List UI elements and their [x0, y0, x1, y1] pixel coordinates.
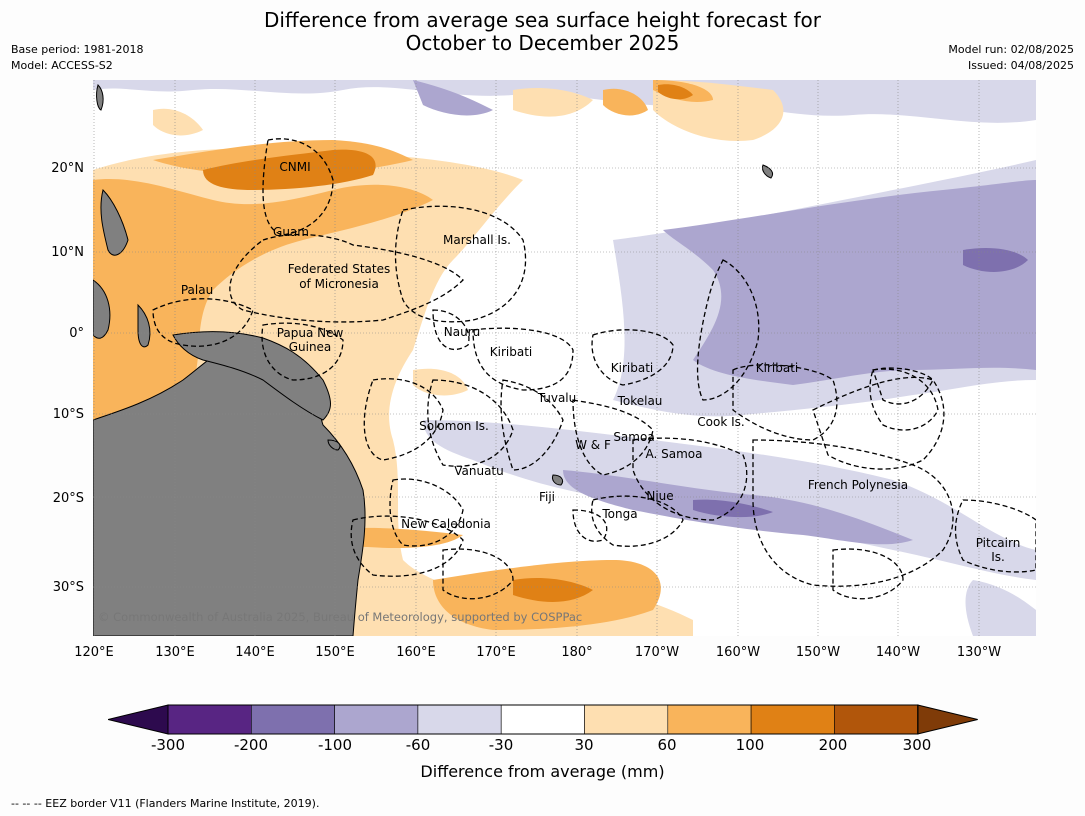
lon-label-160w: 160°W — [715, 645, 761, 660]
new-guinea-land — [172, 331, 331, 421]
colorbar-cell — [167, 704, 252, 735]
place-label-cook-is: Cook Is. — [697, 415, 744, 429]
place-label-american-samoa: A. Samoa — [646, 447, 703, 461]
colorbar-extend-high — [917, 704, 978, 735]
colorbar-cell — [500, 704, 585, 735]
colorbar-tick: -100 — [317, 736, 353, 754]
taiwan-land — [96, 84, 104, 111]
new-caledonia-land — [327, 439, 341, 451]
place-label-kiribati-central: Kiribati — [611, 361, 653, 375]
lat-label-20s: 20°S — [52, 491, 84, 506]
lon-label-150e: 150°E — [315, 645, 355, 660]
place-label-marshall-is: Marshall Is. — [443, 233, 511, 247]
colorbar-cell — [834, 704, 919, 735]
sulawesi-land — [137, 303, 151, 348]
place-label-new-caledonia: New Caledonia — [401, 517, 491, 531]
place-label-cnmi: CNMI — [279, 160, 310, 174]
place-label-tuvalu: Tuvalu — [537, 391, 577, 405]
lon-label-170w: 170°W — [634, 645, 680, 660]
borneo-land — [93, 279, 111, 339]
colorbar-label: Difference from average (mm) — [420, 762, 665, 781]
place-label-kiribati-east: Kiribati — [756, 361, 798, 375]
eez-footnote: -- -- -- EEZ border V11 (Flanders Marine… — [11, 797, 320, 810]
place-label-tokelau: Tokelau — [617, 394, 663, 408]
place-label-pitcairn-line2: Is. — [991, 550, 1005, 564]
place-label-wallis-futuna: W & F — [575, 438, 611, 452]
place-label-niue: Niue — [646, 489, 673, 503]
lon-label-140e: 140°E — [235, 645, 275, 660]
lon-label-130w: 130°W — [956, 645, 1002, 660]
place-label-png-line1: Papua New — [277, 326, 344, 340]
place-label-samoa: Samoa — [613, 430, 654, 444]
meta-right: Model run: 02/08/2025 Issued: 04/08/2025 — [948, 42, 1074, 74]
colorbar-extend-low — [108, 704, 169, 735]
colorbar-tick: -200 — [233, 736, 269, 754]
base-period-text: Base period: 1981-2018 — [11, 43, 144, 56]
lat-label-10n: 10°N — [51, 245, 84, 260]
colorbar-cell — [584, 704, 669, 735]
place-label-pitcairn-line1: Pitcairn — [976, 536, 1021, 550]
lat-label-20n: 20°N — [51, 161, 84, 176]
place-label-fsm-line1: Federated States — [288, 262, 390, 276]
place-label-fiji: Fiji — [539, 490, 555, 504]
lon-label-180: 180° — [561, 645, 593, 660]
colorbar-tick: 100 — [735, 736, 765, 754]
place-label-kiribati-west: Kiribati — [490, 345, 532, 359]
meta-left: Base period: 1981-2018 Model: ACCESS-S2 — [11, 42, 143, 74]
model-text: Model: ACCESS-S2 — [11, 59, 113, 72]
eez-borders — [152, 138, 1036, 600]
philippines-land — [100, 189, 129, 256]
place-label-french-polynesia: French Polynesia — [808, 478, 908, 492]
map-title-line2: October to December 2025 — [405, 31, 680, 55]
lon-label-130e: 130°E — [155, 645, 195, 660]
colorbar-cell — [750, 704, 835, 735]
lat-label-30s: 30°S — [52, 580, 84, 595]
sea-surface-height-map: CNMI Guam Marshall Is. Federated States … — [93, 80, 1036, 636]
lat-label-10s: 10°S — [52, 407, 84, 422]
map-title-line1: Difference from average sea surface heig… — [263, 8, 822, 32]
model-run-text: Model run: 02/08/2025 — [948, 43, 1074, 56]
colorbar-tick: -30 — [488, 736, 514, 754]
colorbar-tick: 60 — [657, 736, 677, 754]
place-label-solomon-is: Solomon Is. — [419, 419, 489, 433]
colorbar-cell — [667, 704, 752, 735]
fiji-land — [552, 474, 564, 486]
colorbar-tick: 300 — [902, 736, 932, 754]
place-label-tonga: Tonga — [601, 507, 637, 521]
place-label-fsm-line2: of Micronesia — [299, 277, 379, 291]
colorbar-tick: -300 — [150, 736, 186, 754]
colorbar-cell — [251, 704, 335, 735]
colorbar-cell — [334, 704, 419, 735]
place-labels: CNMI Guam Marshall Is. Federated States … — [181, 160, 1020, 564]
lon-label-150w: 150°W — [795, 645, 841, 660]
lat-label-0: 0° — [69, 326, 84, 341]
issued-text: Issued: 04/08/2025 — [967, 59, 1074, 72]
lon-label-120e: 120°E — [74, 645, 114, 660]
colorbar-tick: 200 — [818, 736, 848, 754]
lon-label-160e: 160°E — [396, 645, 436, 660]
lon-label-140w: 140°W — [875, 645, 921, 660]
gridlines — [93, 80, 1036, 636]
colorbar-cell — [417, 704, 502, 735]
place-label-vanuatu: Vanuatu — [454, 464, 504, 478]
lon-label-170e: 170°E — [476, 645, 516, 660]
place-label-palau: Palau — [181, 283, 213, 297]
place-label-nauru: Nauru — [444, 325, 480, 339]
colorbar-tick: -60 — [405, 736, 431, 754]
colorbar-tick: 30 — [574, 736, 594, 754]
copyright-text: © Commonwealth of Australia 2025, Bureau… — [98, 610, 582, 624]
place-label-guam: Guam — [273, 225, 309, 239]
place-label-png-line2: Guinea — [289, 340, 332, 354]
colorbar — [108, 704, 978, 735]
